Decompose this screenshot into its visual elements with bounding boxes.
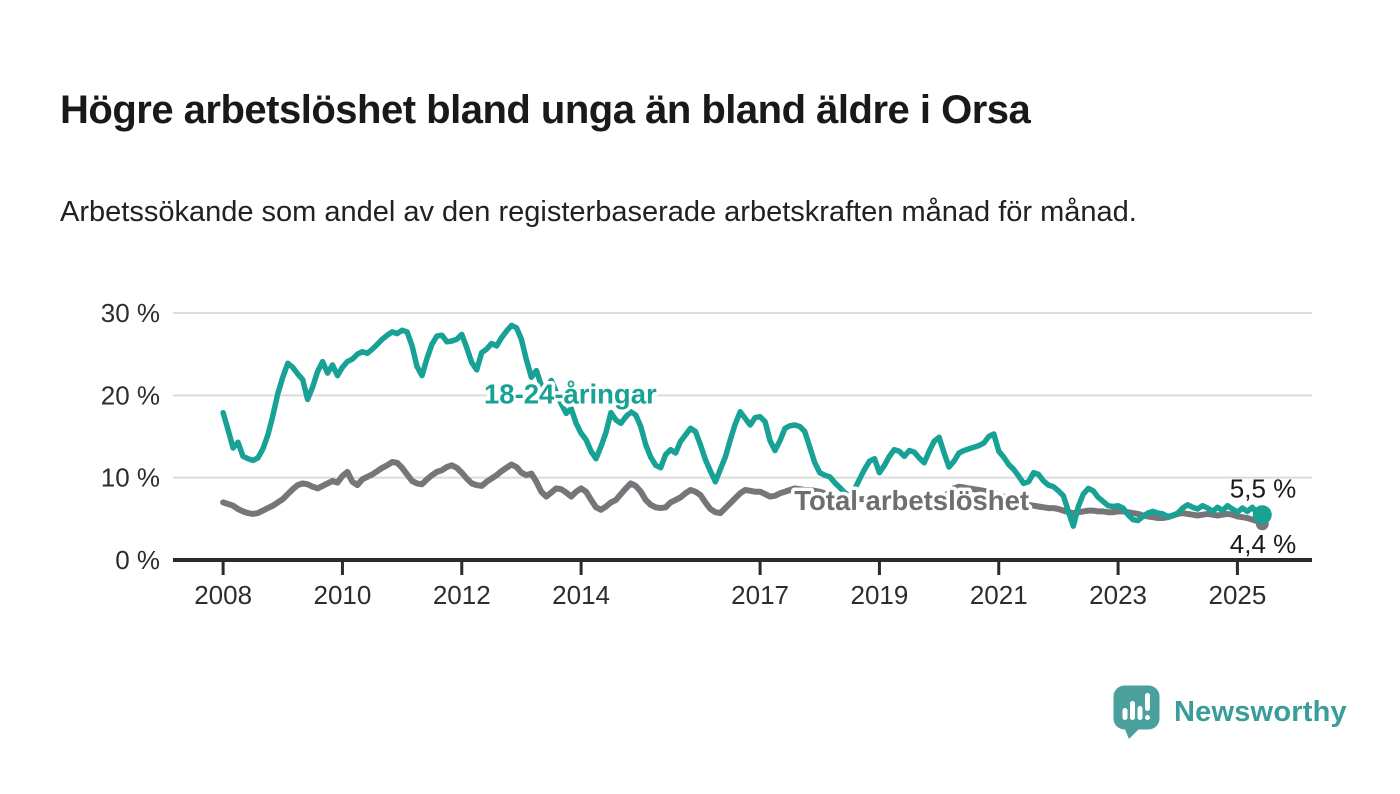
series-label-Total arbetslöshet: Total arbetslöshet	[794, 485, 1029, 516]
x-axis-tick-label: 2010	[314, 580, 372, 610]
y-axis-tick-label: 0 %	[115, 545, 160, 575]
x-axis-tick-label: 2012	[433, 580, 491, 610]
series-label-18-24-åringar: 18-24-åringar	[484, 379, 657, 410]
series-line-18-24-åringar	[220, 322, 1266, 529]
x-axis-tick-label: 2021	[970, 580, 1028, 610]
end-value-label: 5,5 %	[1230, 474, 1297, 504]
chart-title: Högre arbetslöshet bland unga än bland ä…	[60, 87, 1031, 132]
x-axis-tick-label: 2014	[552, 580, 610, 610]
x-axis-tick-label: 2017	[731, 580, 789, 610]
x-axis-tick-label: 2025	[1208, 580, 1266, 610]
chart-subtitle: Arbetssökande som andel av den registerb…	[60, 196, 1137, 228]
end-value-label: 4,4 %	[1230, 529, 1297, 559]
y-axis-tick-label: 30 %	[101, 298, 160, 328]
unemployment-line-chart: 0 % 10 % 20 % 30 % 2008 2010 2012 2014 2017 2019 2…	[101, 298, 1312, 610]
series-end-dot	[1252, 505, 1272, 525]
newsworthy-speech-bubble-bar-chart-icon	[1113, 685, 1160, 739]
y-axis-tick-label: 10 %	[101, 463, 160, 493]
series-line-Total arbetslöshet	[220, 459, 1266, 527]
newsworthy-logo[interactable]: Newsworthy	[1112, 684, 1347, 740]
x-axis-tick-label: 2008	[194, 580, 252, 610]
x-axis-tick-label: 2023	[1089, 580, 1147, 610]
y-axis-tick-label: 20 %	[101, 380, 160, 410]
x-axis-tick-label: 2019	[851, 580, 909, 610]
newsworthy-brand-text: Newsworthy	[1174, 695, 1347, 728]
